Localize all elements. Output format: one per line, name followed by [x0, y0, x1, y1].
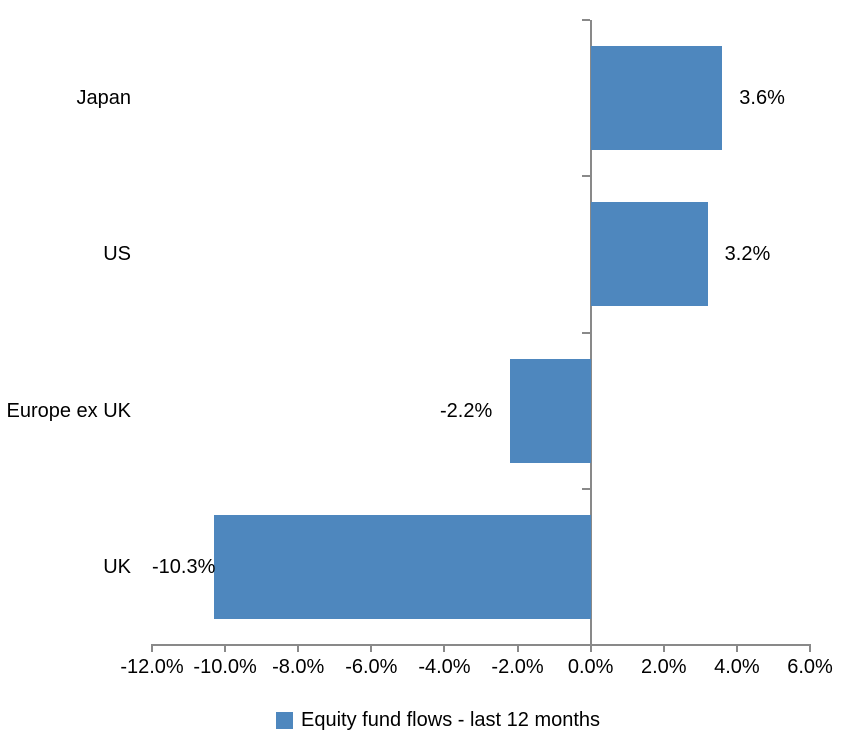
- legend-swatch-icon: [276, 712, 293, 729]
- data-label-europe-ex-uk: -2.2%: [440, 399, 493, 422]
- x-tick: [370, 646, 373, 652]
- x-tick: [224, 646, 227, 652]
- x-tick-label: -4.0%: [418, 656, 471, 678]
- category-label-uk: UK: [103, 555, 131, 578]
- legend: Equity fund flows - last 12 months: [276, 709, 600, 732]
- x-tick: [735, 646, 738, 652]
- category-label-europe-ex-uk: Europe ex UK: [6, 399, 131, 422]
- legend-label: Equity fund flows - last 12 months: [301, 709, 601, 731]
- y-axis-line: [589, 20, 592, 652]
- category-tick: [581, 487, 590, 490]
- category-label-japan: Japan: [76, 87, 132, 110]
- category-tick: [581, 175, 590, 178]
- x-tick-label: -10.0%: [193, 656, 257, 678]
- x-tick-label: 4.0%: [714, 656, 760, 678]
- category-label-us: US: [103, 243, 131, 266]
- data-label-uk: -10.3%: [152, 555, 216, 578]
- bar-europe-ex-uk: [510, 358, 591, 463]
- x-tick: [443, 646, 446, 652]
- x-tick: [516, 646, 519, 652]
- x-tick: [589, 646, 592, 652]
- x-tick: [662, 646, 665, 652]
- category-tick: [581, 331, 590, 334]
- x-axis-line: [151, 644, 811, 646]
- x-tick-label: -6.0%: [345, 656, 398, 678]
- x-tick-label: -2.0%: [491, 656, 544, 678]
- category-tick: [581, 19, 590, 21]
- x-tick-label: 2.0%: [640, 656, 687, 678]
- bar-us: [590, 202, 708, 307]
- x-tick: [809, 646, 811, 652]
- x-tick-label: 0.0%: [567, 656, 614, 678]
- data-label-japan: 3.6%: [739, 87, 785, 110]
- data-label-us: 3.2%: [724, 243, 771, 266]
- x-tick: [297, 646, 300, 652]
- x-tick: [151, 646, 153, 652]
- x-tick-label: 6.0%: [787, 656, 833, 678]
- x-tick-label: -12.0%: [120, 656, 184, 678]
- x-tick-label: -8.0%: [272, 656, 325, 678]
- bar-japan: [590, 46, 723, 151]
- bar-uk: [214, 514, 591, 619]
